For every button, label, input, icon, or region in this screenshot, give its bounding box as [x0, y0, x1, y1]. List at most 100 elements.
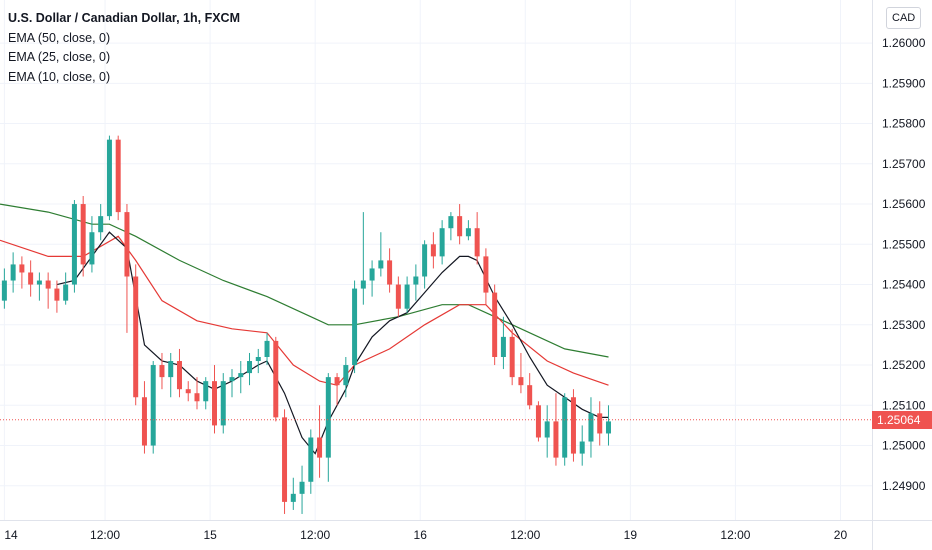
candle-body — [334, 377, 340, 386]
candle — [378, 232, 384, 277]
candle-body — [106, 139, 112, 217]
candle — [457, 204, 463, 245]
candle — [527, 373, 533, 410]
candle-body — [89, 232, 95, 265]
candle — [273, 336, 279, 422]
candle — [492, 284, 498, 366]
candle — [579, 425, 585, 466]
legend-ema-50[interactable]: EMA (50, close, 0) — [8, 30, 111, 45]
candle-body — [413, 276, 419, 285]
candle — [395, 276, 401, 317]
currency-button[interactable]: CAD — [886, 7, 922, 29]
candle — [150, 361, 156, 454]
candle — [36, 272, 42, 301]
candle-body — [465, 228, 471, 237]
candle-body — [422, 244, 428, 277]
candle — [360, 212, 366, 305]
x-tick-label: 12:00 — [300, 528, 330, 542]
y-tick-label: 1.25300 — [882, 318, 926, 332]
candle-body — [238, 373, 244, 378]
candle — [352, 280, 358, 374]
candle — [255, 348, 261, 374]
candle — [544, 405, 550, 458]
candle-body — [474, 228, 480, 257]
candle-body — [150, 365, 156, 446]
candle-body — [518, 377, 524, 386]
candle — [570, 389, 576, 462]
candle-body — [10, 264, 16, 281]
x-tick-label: 20 — [834, 528, 848, 542]
candle — [308, 429, 314, 494]
last-price-label: 1.25064 — [872, 410, 932, 429]
candle — [448, 212, 454, 241]
candle — [124, 204, 130, 333]
candle — [553, 393, 559, 466]
candle-body — [448, 216, 454, 229]
candle — [80, 196, 86, 277]
candle-body — [535, 405, 541, 438]
candle — [387, 248, 393, 293]
candle-body — [299, 481, 305, 494]
candle-body — [553, 421, 559, 458]
y-tick-label: 1.25200 — [882, 358, 926, 372]
candle — [106, 135, 112, 221]
candle-body — [247, 361, 253, 374]
candle — [133, 264, 139, 406]
candle-body — [343, 365, 349, 386]
candle-body — [395, 284, 401, 309]
candle-body — [605, 421, 611, 434]
candle-body — [203, 381, 209, 402]
candle-body — [378, 260, 384, 269]
candle-body — [308, 437, 314, 482]
candle-body — [457, 216, 463, 237]
candle-body — [185, 389, 191, 394]
candle-body — [492, 292, 498, 357]
candle-body — [194, 393, 200, 402]
candle-body — [579, 441, 585, 454]
candle-body — [220, 381, 226, 426]
x-tick-label: 19 — [624, 528, 638, 542]
candlesticks — [1, 135, 611, 514]
x-tick-label: 12:00 — [90, 528, 120, 542]
candle-body — [159, 365, 165, 378]
candle — [238, 361, 244, 394]
candle — [474, 212, 480, 265]
candle — [369, 260, 375, 297]
candle — [597, 401, 603, 446]
candle — [535, 401, 541, 442]
candle-body — [168, 361, 174, 378]
candle — [404, 276, 410, 313]
candle — [343, 356, 349, 398]
candle-body — [369, 268, 375, 281]
candle-body — [63, 284, 69, 301]
candle — [282, 409, 288, 514]
candle — [562, 393, 568, 466]
candle — [89, 216, 95, 273]
y-tick-label: 1.25400 — [882, 278, 926, 292]
candle — [229, 369, 235, 398]
chart-legend: U.S. Dollar / Canadian Dollar, 1h, FXCM … — [8, 9, 240, 87]
x-tick-label: 12:00 — [510, 528, 540, 542]
y-tick-label: 1.26000 — [882, 36, 926, 50]
candle-body — [290, 493, 296, 502]
candle — [203, 377, 209, 410]
ema-50-line — [0, 203, 609, 358]
candle — [71, 200, 77, 293]
candle — [605, 405, 611, 446]
legend-ema-10[interactable]: EMA (10, close, 0) — [8, 69, 111, 84]
candle-body — [544, 421, 550, 438]
candle — [430, 232, 436, 269]
candle — [185, 381, 191, 402]
candle-body — [509, 336, 515, 378]
candle-body — [597, 413, 603, 434]
chart-title[interactable]: U.S. Dollar / Canadian Dollar, 1h, FXCM — [8, 11, 240, 25]
candle-body — [570, 397, 576, 454]
candle-body — [439, 228, 445, 257]
candle — [194, 377, 200, 410]
candle-body — [255, 356, 261, 362]
candle — [168, 352, 174, 398]
candle-body — [527, 385, 533, 406]
legend-ema-25[interactable]: EMA (25, close, 0) — [8, 50, 111, 64]
